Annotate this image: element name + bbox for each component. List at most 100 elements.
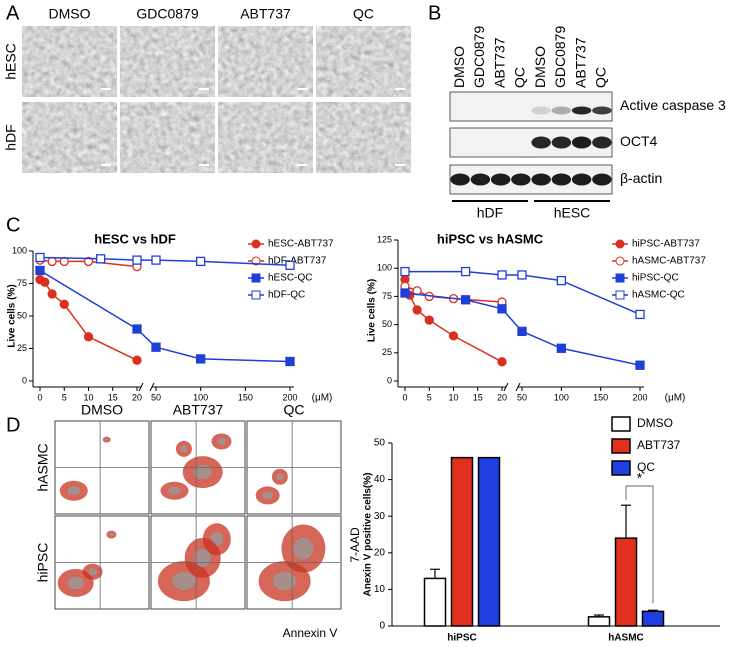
legend-label: hESC-ABT737 [268,239,334,250]
y-tick-label: 25 [17,343,27,353]
legend-marker [251,273,261,283]
cell-core [272,572,297,591]
micrograph [22,26,117,97]
band [551,173,572,186]
y-tick-label: 50 [374,438,386,449]
marker [83,256,94,267]
legend-swatch [611,416,631,432]
group-label: hESC [554,205,591,221]
y-tick-label: 0 [379,621,385,632]
column-label: ABT737 [173,402,224,418]
x-tick-label: 200 [632,392,647,402]
blot-frame [449,91,613,122]
lane-label: QC [512,67,528,88]
band-label: Active caspase 3 [620,97,726,113]
x-tick-label: 50 [151,392,161,402]
y-tick-label: 0 [22,375,27,385]
legend-marker [251,290,261,300]
blot [449,91,613,122]
row-label: hASMC [35,443,51,491]
legend-label: hDF-QC [268,290,305,301]
legend-marker [251,239,261,249]
marker [460,295,471,305]
cell-core [67,576,84,590]
marker [83,332,94,342]
marker [132,255,142,265]
x-tick-label: hASMC [608,633,644,644]
cell-core [194,548,211,567]
cell-core [67,486,81,496]
lane-label: QC [593,67,609,88]
x-unit: (μM) [312,393,333,404]
band [490,173,511,186]
panel-b: DMSO GDC0879 ABT737 QC DMSO GDC0879 ABT737 QCAc… [449,26,726,221]
marker [635,309,645,320]
band [470,173,491,186]
marker [59,299,69,309]
marker [151,342,161,352]
marker [400,266,410,277]
cell-core [293,537,314,560]
marker [95,254,106,264]
cell-core [88,568,98,576]
marker [424,315,434,325]
y-tick-label: 0 [387,375,392,385]
lane-label: GDC0879 [471,26,487,88]
x-tick-label: 15 [108,392,118,402]
legend-label: hESC-QC [268,273,312,284]
marker [448,331,459,341]
legend-swatch [611,460,631,476]
panel-d: DMSO ABT737 QC hASMC hiPSC 7-AAD Annexin V [35,402,362,640]
marker [556,275,566,286]
y-tick-label: 75 [382,291,392,301]
series-line [39,256,291,267]
band [531,106,551,115]
y-tick-label: 50 [17,310,27,320]
y-tick-label: 100 [377,263,392,273]
legend-label: hASMC-ABT737 [632,256,706,267]
micrograph [120,26,215,97]
axis-break [515,382,521,392]
marker [517,326,527,337]
x-tick-label: 200 [282,392,297,402]
chart-title: hESC vs hDF [94,231,176,246]
x-tick-label: 0 [37,392,42,402]
marker [40,277,50,287]
marker [635,360,645,370]
marker [412,305,422,315]
x-tick-label: 15 [473,392,483,402]
band [571,136,592,149]
column-label: QC [353,6,374,22]
x-tick-label: 0 [402,392,407,402]
band [531,136,551,149]
marker [497,357,507,367]
legend-label: DMSO [637,416,673,430]
x-tick-label: 50 [517,392,527,402]
lane-label: DMSO [532,46,548,88]
marker [35,265,45,276]
y-tick-label: 50 [382,319,392,329]
y-tick-label: 100 [12,245,27,255]
series-line [404,292,641,366]
marker [285,260,295,270]
marker [196,354,206,364]
marker [400,288,410,298]
lane-label: GDC0879 [552,26,568,88]
band-label: OCT4 [620,133,658,149]
x-tick-label: hiPSC [447,633,476,644]
y-tick-label: 75 [17,278,27,288]
panel-label: B [428,2,441,24]
micrograph [120,102,215,173]
lane-label: ABT737 [491,37,507,88]
cell-core [109,532,114,537]
y-tick-label: 20 [374,547,386,558]
legend-marker [615,290,625,300]
y-tick-label: 30 [374,511,386,522]
group-label: hDF [477,205,503,221]
micrograph [22,102,117,173]
significance-bracket [625,485,654,604]
row-label: hDF [3,124,19,150]
marker [517,270,527,280]
blot-frame [449,164,613,195]
